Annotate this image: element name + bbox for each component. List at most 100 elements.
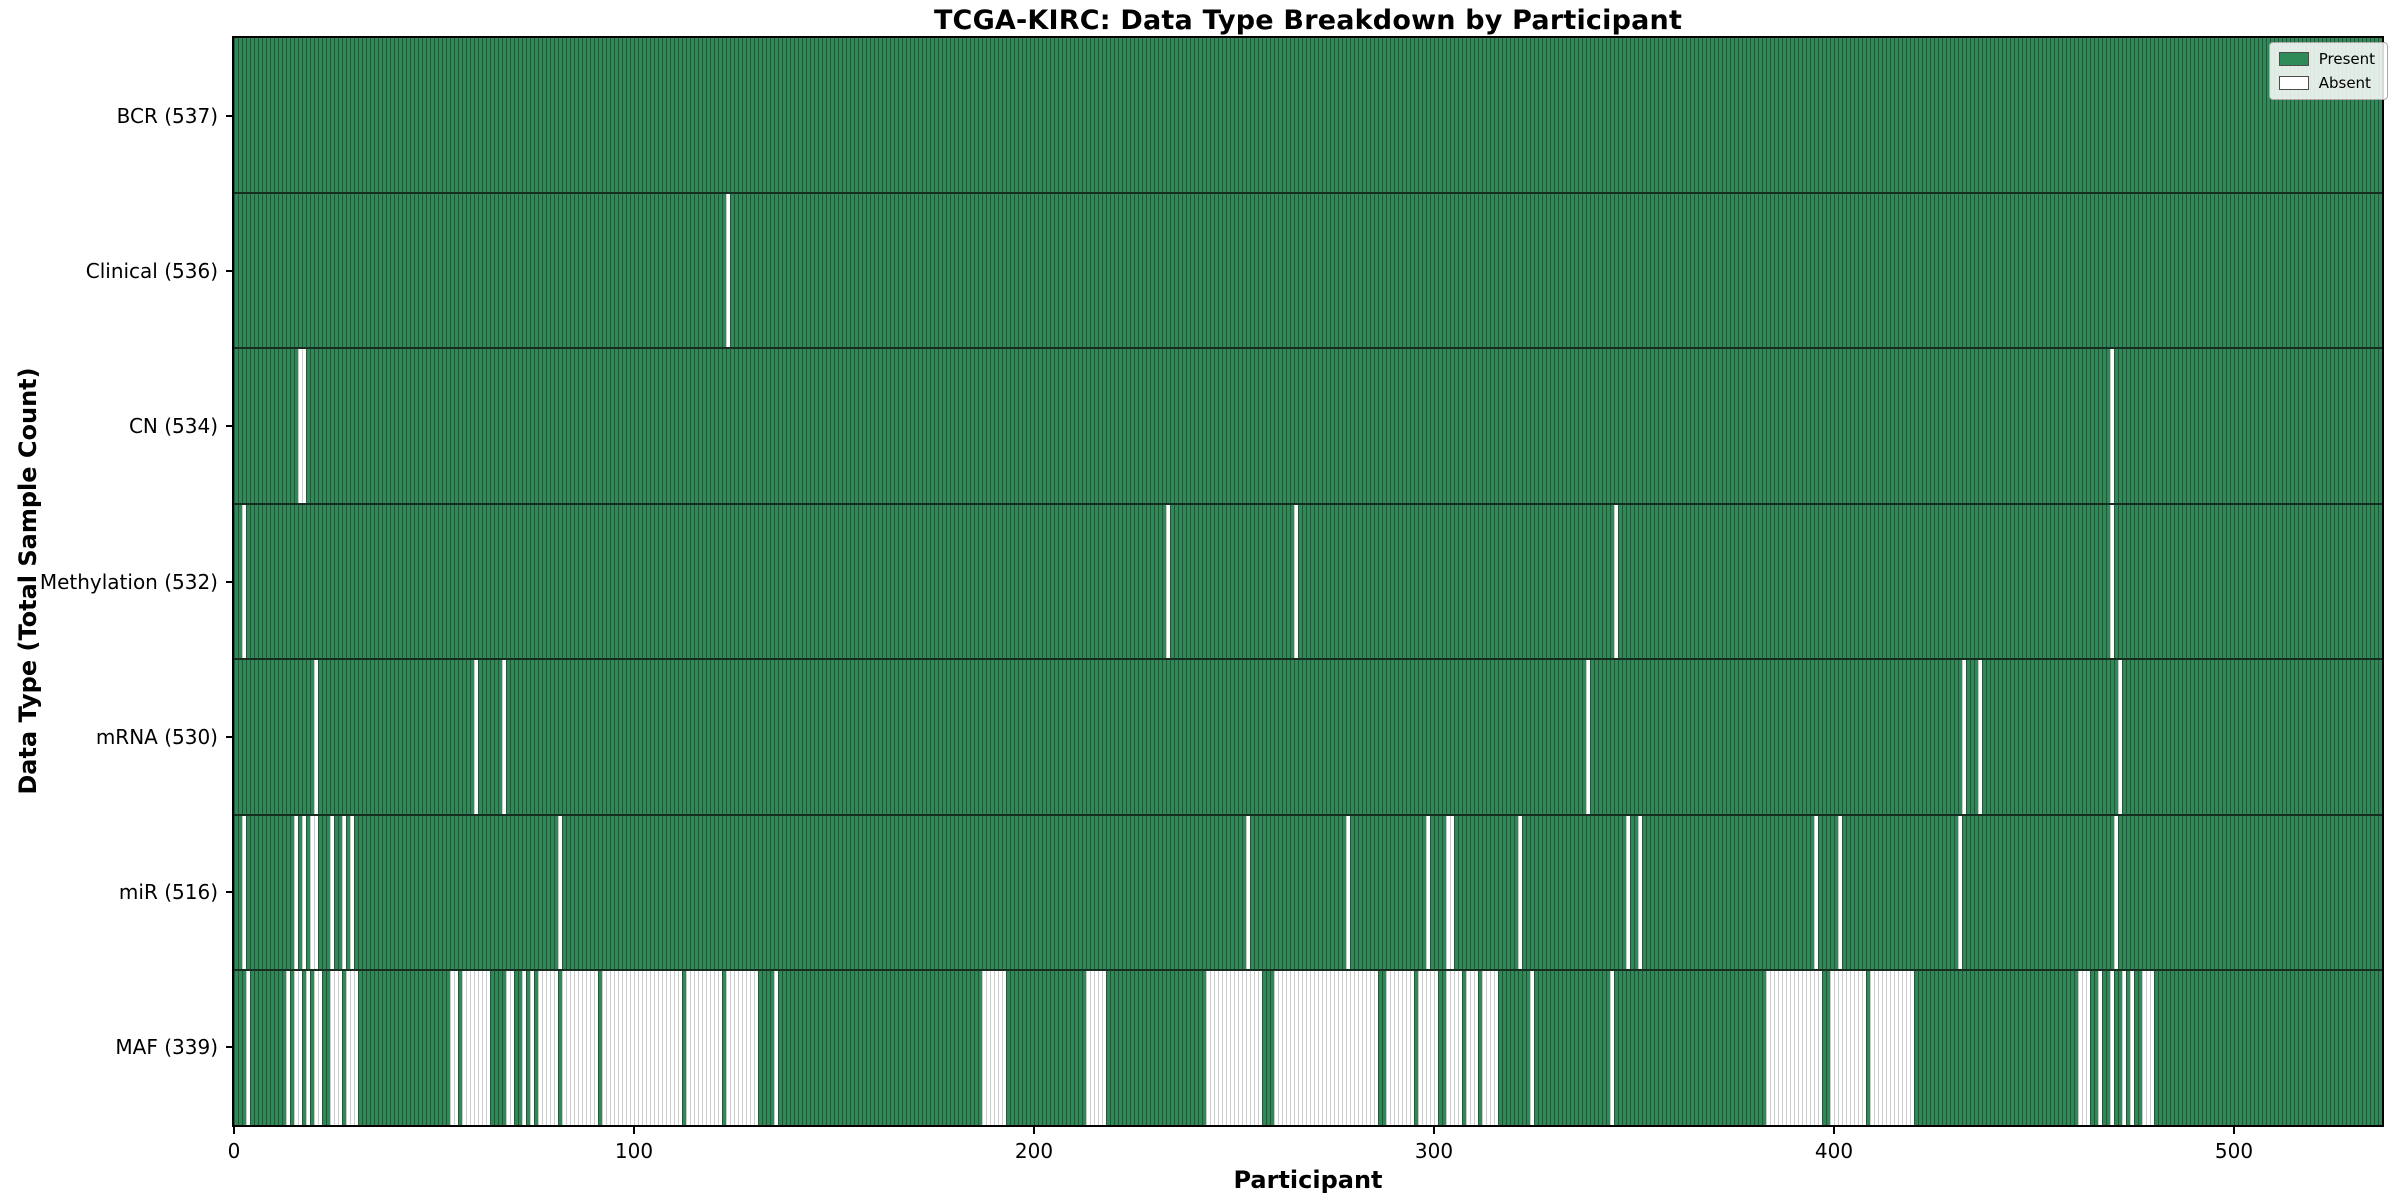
y-tick [226, 580, 234, 583]
absent-block-maf [2098, 971, 2102, 1126]
absent-block-maf [1610, 971, 1614, 1126]
absent-block-maf [1418, 971, 1438, 1126]
absent-block-maf [1870, 971, 1914, 1126]
y-tick-label-maf: MAF (339) [115, 1035, 218, 1060]
absent-block-maf [450, 971, 458, 1126]
absent-block-maf [346, 971, 358, 1126]
x-tick [1433, 1125, 1435, 1134]
row-maf [234, 969, 2382, 1126]
absent-block-mir [342, 815, 346, 970]
y-tick [226, 735, 234, 738]
absent-block-mrna [1586, 660, 1590, 814]
absent-block-mrna [1978, 660, 1982, 814]
legend: Present Absent [2268, 42, 2388, 100]
absent-block-mir [1446, 815, 1454, 970]
absent-block-mir [1246, 815, 1250, 970]
absent-block-maf [286, 971, 290, 1126]
absent-block-mir [310, 815, 318, 970]
absent-block-maf [602, 971, 682, 1126]
absent-block-maf [1274, 971, 1378, 1126]
absent-block-methylation [1166, 504, 1170, 659]
absent-block-maf [2142, 971, 2154, 1126]
absent-block-maf [1386, 971, 1414, 1126]
absent-block-clinical [726, 193, 730, 348]
x-tick [1833, 1125, 1835, 1134]
absent-block-maf [774, 971, 778, 1126]
y-tick-label-bcr: BCR (537) [116, 103, 218, 128]
x-tick-label-100: 100 [614, 1139, 654, 1163]
absent-block-mir [1958, 815, 1962, 970]
absent-block-maf [1206, 971, 1262, 1126]
y-tick-label-cn: CN (534) [128, 414, 218, 439]
absent-block-mrna [314, 660, 318, 814]
x-tick [1033, 1125, 1035, 1134]
row-methylation [234, 502, 2382, 659]
absent-block-maf [522, 971, 526, 1126]
absent-block-methylation [1614, 504, 1618, 659]
y-tick-label-methylation: Methylation (532) [39, 569, 218, 594]
absent-block-mir [330, 815, 334, 970]
x-axis-title: Participant [1233, 1166, 1383, 1194]
absent-block-maf [562, 971, 598, 1126]
y-tick [226, 425, 234, 428]
absent-block-maf [1482, 971, 1498, 1126]
absent-block-maf [462, 971, 490, 1126]
absent-block-maf [2130, 971, 2134, 1126]
legend-label-present: Present [2318, 50, 2375, 68]
absent-block-maf [2078, 971, 2090, 1126]
absent-block-maf [1446, 971, 1462, 1126]
legend-item-absent: Absent [2278, 74, 2375, 92]
absent-block-maf [506, 971, 514, 1126]
absent-block-mir [1426, 815, 1430, 970]
x-tick-label-0: 0 [227, 1139, 241, 1163]
x-tick [2233, 1125, 2235, 1134]
absent-block-maf [246, 971, 250, 1126]
y-tick [226, 269, 234, 272]
chart-title: TCGA-KIRC: Data Type Breakdown by Partic… [933, 5, 1683, 36]
absent-block-maf [1466, 971, 1478, 1126]
legend-label-absent: Absent [2318, 74, 2371, 92]
absent-block-methylation [241, 504, 246, 659]
y-tick-label-mir: miR (516) [118, 880, 218, 905]
absent-block-cn [298, 349, 306, 503]
absent-block-mir [1626, 815, 1630, 970]
y-tick [226, 1046, 234, 1049]
absent-block-maf [1085, 971, 1106, 1126]
absent-block-mir [350, 815, 354, 970]
absent-block-maf [726, 971, 758, 1126]
row-mrna [234, 658, 2382, 814]
absent-block-mir [1638, 815, 1642, 970]
row-cn [234, 347, 2382, 503]
absent-block-maf [530, 971, 534, 1126]
absent-block-mir [1518, 815, 1522, 970]
y-axis: BCR (537) Clinical (536) CN (534) Methylati… [0, 38, 234, 1125]
row-mir [234, 813, 2382, 970]
absent-block-mir [1346, 815, 1350, 970]
absent-block-maf [306, 971, 310, 1126]
absent-block-maf [1830, 971, 1866, 1126]
absent-swatch [2278, 76, 2309, 90]
x-tick-label-200: 200 [1014, 1139, 1054, 1163]
absent-block-maf [982, 971, 1006, 1126]
absent-block-mrna [1962, 660, 1966, 814]
x-tick [633, 1125, 635, 1134]
absent-block-mir [1813, 815, 1818, 970]
absent-block-maf [1529, 971, 1534, 1126]
absent-block-methylation [1294, 504, 1298, 659]
absent-block-mir [1838, 815, 1842, 970]
y-tick-label-clinical: Clinical (536) [85, 258, 218, 283]
plot-area [234, 38, 2382, 1126]
absent-block-maf [686, 971, 722, 1126]
absent-block-mir [294, 815, 298, 970]
absent-block-maf [2122, 971, 2126, 1126]
x-tick-label-300: 300 [1414, 1139, 1454, 1163]
y-tick [226, 891, 234, 894]
absent-block-maf [330, 971, 342, 1126]
absent-block-mrna [474, 660, 478, 814]
y-tick-label-mrna: mRNA (530) [95, 724, 218, 749]
absent-block-mir [2114, 815, 2118, 970]
x-axis: 0 100 200 300 400 500 [228, 1125, 2382, 1189]
absent-block-maf [1766, 971, 1822, 1126]
x-tick [233, 1125, 235, 1134]
